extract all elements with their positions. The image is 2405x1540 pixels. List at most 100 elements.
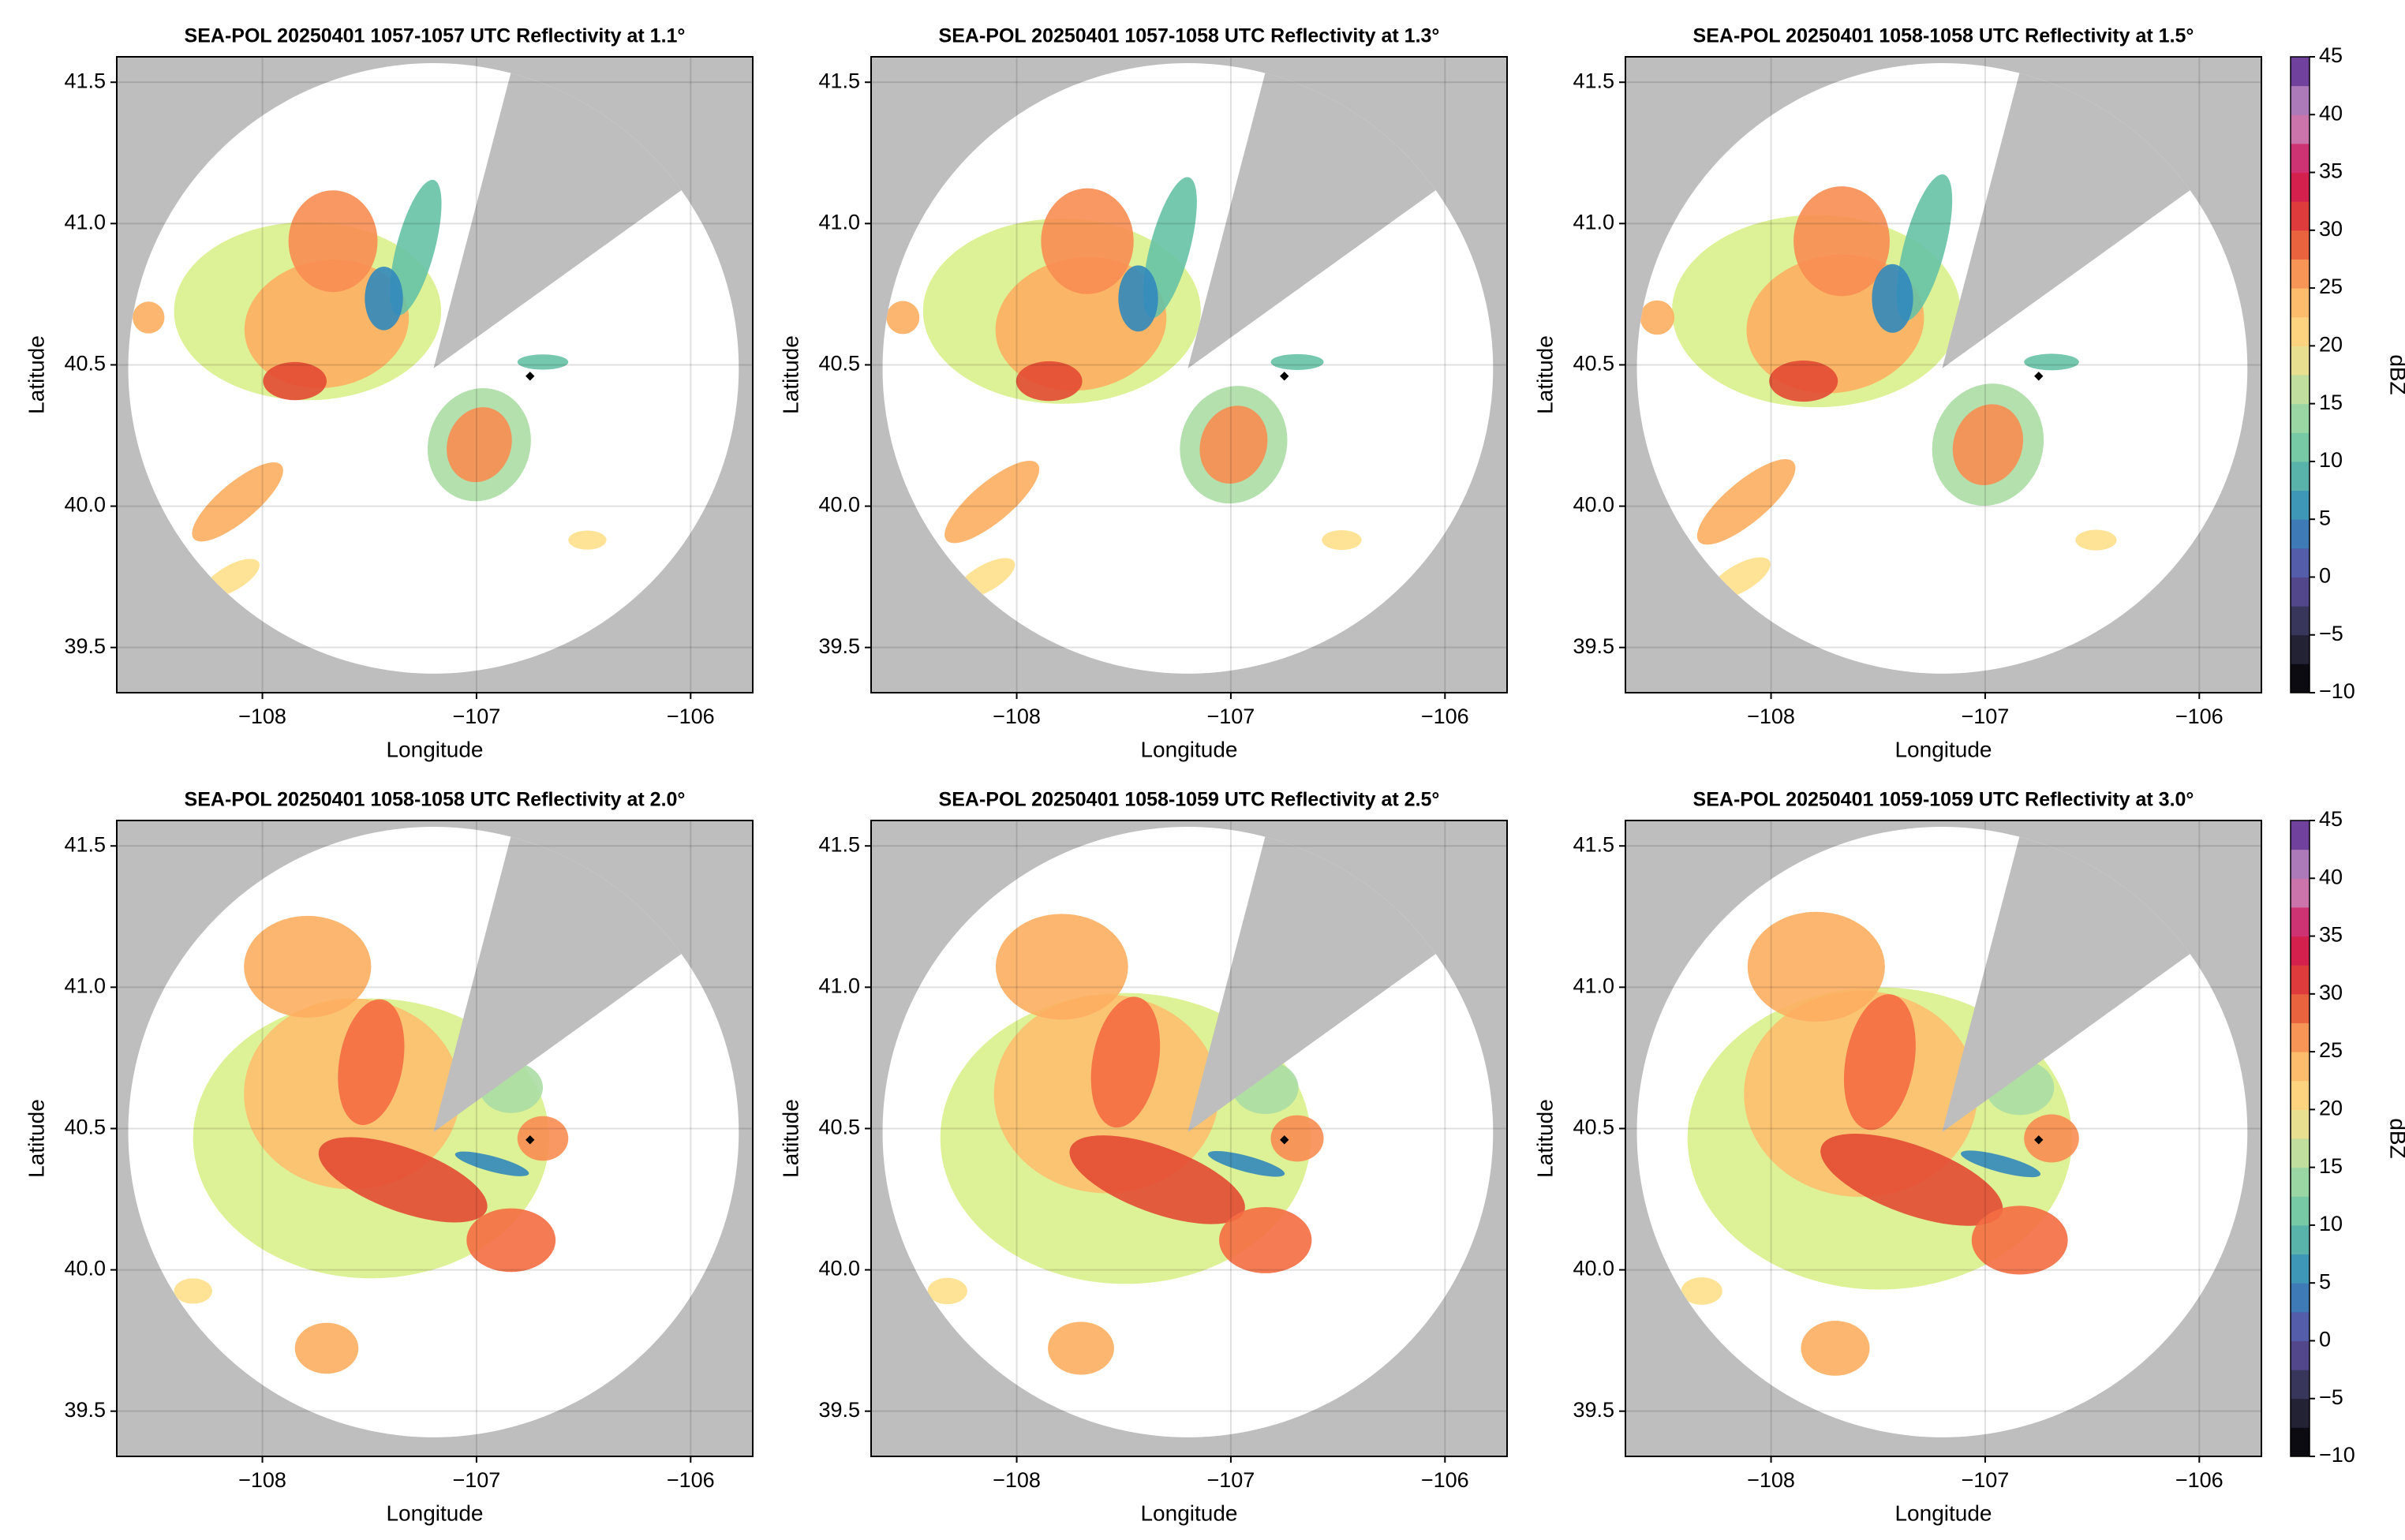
x-tick-label: −108 [238, 1468, 286, 1492]
echo [1118, 265, 1158, 332]
site-marker [2034, 1135, 2044, 1145]
echo [1015, 361, 1083, 402]
colorbar-tick-label: 30 [2319, 217, 2343, 241]
axes-frame [116, 56, 754, 693]
colorbar-step [2291, 820, 2310, 850]
y-tick-label: 40.5 [64, 1116, 106, 1139]
colorbar-step [2291, 1052, 2310, 1082]
echo [1322, 529, 1362, 551]
panel: −108 −107 −106 39.5 40.0 40.5 41.0 41.5 SEA-POL … [1532, 789, 2405, 1526]
colorbar-step [2291, 634, 2310, 664]
y-tick-label: 39.5 [818, 1398, 860, 1422]
chart-title: SEA-POL 20250401 1058-1058 UTC Reflectiv… [1693, 25, 2194, 47]
colorbar-step [2291, 1370, 2310, 1400]
colorbar-step [2291, 461, 2310, 492]
colorbar-tick-label: 25 [2319, 275, 2343, 298]
echo [1971, 1205, 2068, 1275]
y-tick-label: 40.5 [1573, 1116, 1614, 1139]
colorbar-step [2291, 85, 2310, 115]
x-tick-label: −108 [993, 1468, 1041, 1492]
colorbar-step [2291, 1398, 2310, 1428]
echo [1681, 1277, 1722, 1305]
y-tick-label: 39.5 [64, 1398, 106, 1422]
x-axis-label: Longitude [386, 1501, 483, 1525]
colorbar-tick-label: 0 [2319, 564, 2331, 588]
echo [365, 266, 403, 331]
colorbar-step [2291, 1196, 2310, 1226]
x-tick-label: −106 [2175, 705, 2224, 728]
colorbar-step [2291, 577, 2310, 607]
y-tick-label: 41.0 [1573, 974, 1614, 997]
y-tick-label: 39.5 [1573, 1398, 1614, 1422]
x-tick-label: −106 [1421, 705, 1469, 728]
echo [390, 179, 442, 316]
colorbar-step [2291, 316, 2310, 346]
x-tick-label: −106 [667, 1468, 715, 1492]
panel: −108 −107 −106 39.5 40.0 40.5 41.0 41.5 SEA-POL … [778, 25, 1508, 761]
x-axis-label: Longitude [1894, 1501, 1992, 1525]
y-tick-label: 41.0 [1573, 210, 1614, 234]
colorbar-step [2291, 143, 2310, 174]
colorbar-step [2291, 606, 2310, 636]
colorbar-step [2291, 993, 2310, 1023]
colorbar-step [2291, 375, 2310, 405]
echo [1090, 996, 1161, 1128]
echo [447, 407, 512, 483]
colorbar-label: dBZ [2386, 1118, 2405, 1158]
x-axis-label: Longitude [1140, 737, 1237, 761]
colorbar-step [2291, 1340, 2310, 1370]
echo [1872, 264, 1913, 333]
blocked-sector [1942, 827, 2248, 1132]
echo [1219, 1207, 1312, 1273]
colorbar-step [2291, 1427, 2310, 1457]
reflectivity-field [886, 177, 1362, 599]
colorbar-step [2291, 172, 2310, 202]
y-tick-label: 41.5 [1573, 832, 1614, 856]
echo [517, 354, 569, 370]
colorbar-tick-label: 35 [2319, 159, 2343, 183]
x-tick-label: −107 [453, 705, 501, 728]
echo [1640, 300, 1675, 335]
y-axis-label: Latitude [1532, 335, 1557, 414]
y-tick-label: 40.5 [64, 352, 106, 376]
x-tick-label: −108 [1747, 705, 1795, 728]
colorbar-step [2291, 230, 2310, 260]
colorbar-step [2291, 1080, 2310, 1110]
chart-title: SEA-POL 20250401 1057-1058 UTC Reflectiv… [939, 25, 1440, 47]
colorbar-step [2291, 432, 2310, 462]
echo [1048, 1321, 1114, 1375]
y-tick-label: 41.5 [1573, 69, 1614, 92]
colorbar-step [2291, 548, 2310, 578]
panel: −108 −107 −106 39.5 40.0 40.5 41.0 41.5 SEA-POL … [778, 789, 1508, 1525]
colorbar-step [2291, 849, 2310, 879]
y-axis-label: Latitude [778, 1099, 802, 1178]
colorbar-tick-label: −10 [2319, 1443, 2355, 1467]
echo [1143, 177, 1197, 319]
echo [1793, 186, 1890, 297]
echo [1696, 459, 1796, 545]
reflectivity-field [1640, 174, 2117, 600]
colorbar-step [2291, 1167, 2310, 1197]
panel: −108 −107 −106 39.5 40.0 40.5 41.0 41.5 SEA-POL … [24, 789, 754, 1525]
echo [2024, 353, 2079, 371]
y-tick-label: 41.5 [818, 69, 860, 92]
echo [1961, 1150, 2041, 1178]
colorbar-step [2291, 346, 2310, 376]
echo [338, 999, 405, 1125]
colorbar-tick-label: 15 [2319, 391, 2343, 414]
x-tick-label: −107 [1962, 705, 2010, 728]
y-axis-label: Latitude [778, 335, 802, 414]
echo [174, 1278, 212, 1304]
echo [1270, 353, 1324, 370]
y-tick-label: 40.5 [1573, 352, 1614, 376]
y-tick-label: 41.5 [64, 832, 106, 856]
colorbar-step [2291, 1109, 2310, 1139]
echo [263, 361, 327, 401]
panel: −108 −107 −106 39.5 40.0 40.5 41.0 41.5 SEA-POL … [1532, 25, 2405, 762]
echo [1769, 360, 1838, 402]
echo [288, 190, 378, 293]
blocked-sector [1942, 63, 2248, 368]
echo [927, 1277, 967, 1305]
x-tick-label: −106 [667, 705, 715, 728]
colorbar-step [2291, 519, 2310, 549]
